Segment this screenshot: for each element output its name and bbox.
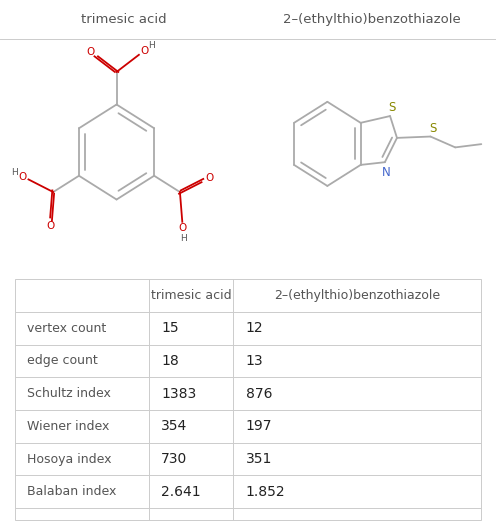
Text: Schultz index: Schultz index: [27, 387, 111, 400]
Text: H: H: [148, 41, 155, 50]
Text: 12: 12: [246, 321, 263, 335]
Text: trimesic acid: trimesic acid: [151, 289, 231, 302]
Text: 197: 197: [246, 419, 272, 433]
Text: 15: 15: [161, 321, 179, 335]
Text: O: O: [179, 223, 187, 233]
Text: 354: 354: [161, 419, 187, 433]
Text: vertex count: vertex count: [27, 322, 107, 335]
Text: Balaban index: Balaban index: [27, 485, 117, 498]
Text: S: S: [388, 101, 396, 114]
Text: 1383: 1383: [161, 387, 196, 400]
Text: O: O: [46, 221, 55, 231]
Text: Hosoya index: Hosoya index: [27, 453, 112, 466]
Text: 2.641: 2.641: [161, 485, 201, 499]
Text: H: H: [180, 233, 187, 243]
Text: 1.852: 1.852: [246, 485, 285, 499]
Text: H: H: [11, 168, 18, 177]
Text: Wiener index: Wiener index: [27, 420, 110, 433]
Text: trimesic acid: trimesic acid: [81, 13, 167, 26]
Text: 730: 730: [161, 452, 187, 466]
Text: 18: 18: [161, 354, 179, 368]
Text: N: N: [382, 166, 390, 179]
Text: 351: 351: [246, 452, 272, 466]
Text: 2–(ethylthio)benzothiazole: 2–(ethylthio)benzothiazole: [274, 289, 440, 302]
Text: O: O: [205, 173, 213, 183]
Text: 876: 876: [246, 387, 272, 400]
Text: O: O: [86, 48, 94, 57]
Text: O: O: [140, 46, 149, 56]
Text: 13: 13: [246, 354, 263, 368]
Text: 2–(ethylthio)benzothiazole: 2–(ethylthio)benzothiazole: [283, 13, 461, 26]
Text: O: O: [18, 172, 26, 182]
Text: edge count: edge count: [27, 354, 98, 367]
Text: S: S: [429, 122, 436, 135]
